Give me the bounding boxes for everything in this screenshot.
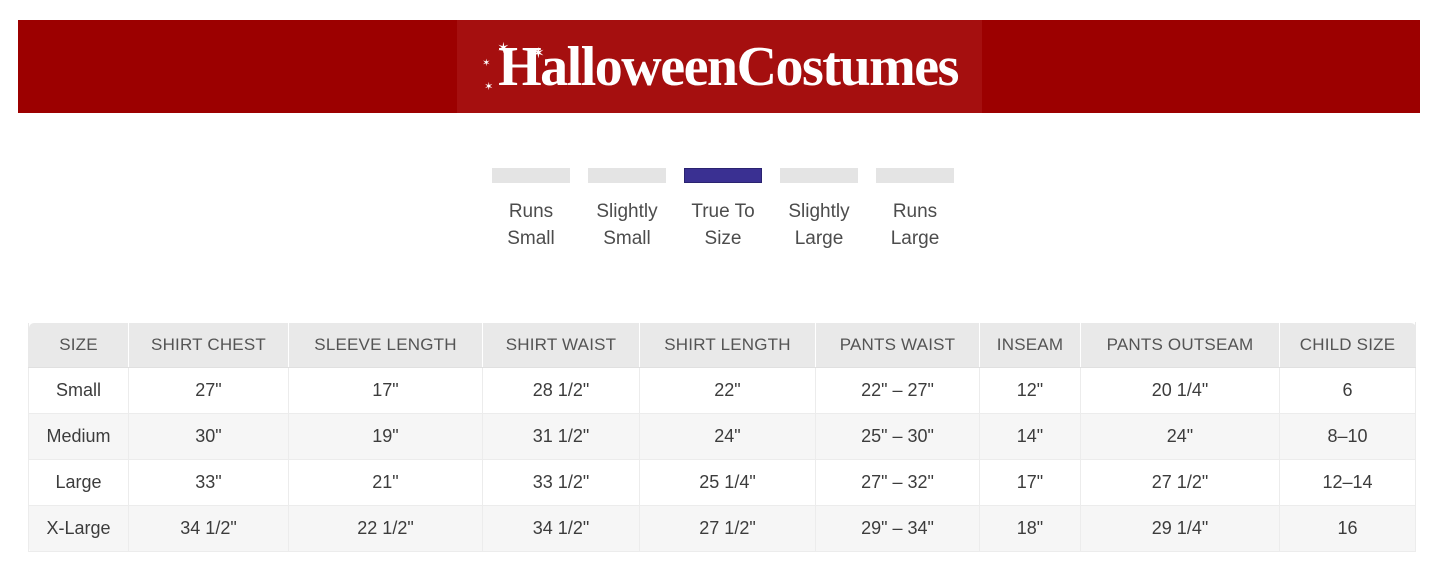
fit-scale-label: Runs Large: [890, 201, 940, 249]
fit-scale: Runs Small Slightly Small True To Size Slig…: [492, 168, 954, 252]
table-cell-shirt-waist: 31 1/2": [482, 413, 640, 460]
table-cell-pants-waist: 29" – 34": [815, 505, 980, 552]
fit-scale-label: Runs Small: [507, 201, 555, 249]
table-cell-sleeve-length: 19": [288, 413, 483, 460]
fit-scale-segment-3[interactable]: Slightly Large: [780, 168, 858, 252]
fit-scale-bar: [588, 168, 666, 183]
table-cell-pants-outseam: 24": [1080, 413, 1280, 460]
table-cell-shirt-length: 25 1/4": [639, 459, 816, 506]
table-column-header: SHIRT CHEST: [128, 322, 289, 368]
table-cell-shirt-length: 22": [639, 367, 816, 414]
table-cell-pants-waist: 27" – 32": [815, 459, 980, 506]
table-cell-inseam: 14": [979, 413, 1081, 460]
fit-scale-bar: [684, 168, 762, 183]
brand-logo: ✶ ✶ ✶ ✶ HalloweenCostumes: [480, 35, 959, 98]
table-column-header: SHIRT LENGTH: [639, 322, 816, 368]
table-cell-pants-outseam: 27 1/2": [1080, 459, 1280, 506]
table-cell-shirt-chest: 33": [128, 459, 289, 506]
table-cell-child-size: 8–10: [1279, 413, 1416, 460]
table-cell-inseam: 18": [979, 505, 1081, 552]
fit-scale-segment-4[interactable]: Runs Large: [876, 168, 954, 252]
table-body: Small 27" 17" 28 1/2" 22" 22" – 27" 12" 20 1/4"…: [28, 367, 1416, 552]
table-cell-shirt-length: 27 1/2": [639, 505, 816, 552]
fit-scale-label: Slightly Large: [788, 201, 850, 249]
table-cell-child-size: 12–14: [1279, 459, 1416, 506]
table-cell-size: X-Large: [28, 505, 129, 552]
table-cell-sleeve-length: 17": [288, 367, 483, 414]
brand-banner: ✶ ✶ ✶ ✶ HalloweenCostumes: [18, 20, 1420, 113]
table-cell-size: Large: [28, 459, 129, 506]
table-cell-shirt-waist: 34 1/2": [482, 505, 640, 552]
table-header-row: SIZE SHIRT CHEST SLEEVE LENGTH SHIRT WAIST S…: [28, 322, 1416, 368]
size-chart-table: SIZE SHIRT CHEST SLEEVE LENGTH SHIRT WAIST S…: [28, 322, 1416, 552]
table-cell-inseam: 17": [979, 459, 1081, 506]
table-header: SIZE SHIRT CHEST SLEEVE LENGTH SHIRT WAIST S…: [28, 322, 1416, 368]
star-decoration-icon: ✶: [484, 79, 494, 93]
table-row: X-Large 34 1/2" 22 1/2" 34 1/2" 27 1/2" 29" –…: [28, 505, 1416, 552]
brand-logo-text: HalloweenCostumes: [498, 35, 959, 98]
fit-scale-bar: [876, 168, 954, 183]
star-decoration-icon: ✶: [482, 57, 491, 69]
table-column-header: INSEAM: [979, 322, 1081, 368]
table-cell-shirt-chest: 27": [128, 367, 289, 414]
table-cell-shirt-chest: 30": [128, 413, 289, 460]
table-cell-size: Small: [28, 367, 129, 414]
table-cell-shirt-waist: 28 1/2": [482, 367, 640, 414]
table-column-header: SHIRT WAIST: [482, 322, 640, 368]
table-cell-shirt-waist: 33 1/2": [482, 459, 640, 506]
brand-banner-inner: ✶ ✶ ✶ ✶ HalloweenCostumes: [456, 20, 982, 113]
table-column-header: SIZE: [28, 322, 129, 368]
size-chart-table-wrap: SIZE SHIRT CHEST SLEEVE LENGTH SHIRT WAIST S…: [28, 322, 1416, 552]
table-cell-shirt-chest: 34 1/2": [128, 505, 289, 552]
table-row: Large 33" 21" 33 1/2" 25 1/4" 27" – 32" 17" 27 …: [28, 459, 1416, 506]
fit-scale-label: True To Size: [691, 201, 755, 249]
table-cell-inseam: 12": [979, 367, 1081, 414]
table-row: Small 27" 17" 28 1/2" 22" 22" – 27" 12" 20 1/4"…: [28, 367, 1416, 414]
table-column-header: SLEEVE LENGTH: [288, 322, 483, 368]
table-cell-pants-outseam: 29 1/4": [1080, 505, 1280, 552]
fit-scale-bar: [780, 168, 858, 183]
table-column-header: PANTS OUTSEAM: [1080, 322, 1280, 368]
table-column-header: CHILD SIZE: [1279, 322, 1416, 368]
table-cell-pants-outseam: 20 1/4": [1080, 367, 1280, 414]
table-cell-pants-waist: 25" – 30": [815, 413, 980, 460]
table-cell-sleeve-length: 21": [288, 459, 483, 506]
table-cell-sleeve-length: 22 1/2": [288, 505, 483, 552]
table-cell-pants-waist: 22" – 27": [815, 367, 980, 414]
fit-scale-segment-0[interactable]: Runs Small: [492, 168, 570, 252]
fit-scale-bar: [492, 168, 570, 183]
fit-scale-label: Slightly Small: [596, 201, 658, 249]
table-cell-child-size: 16: [1279, 505, 1416, 552]
table-cell-child-size: 6: [1279, 367, 1416, 414]
fit-scale-segment-2[interactable]: True To Size: [684, 168, 762, 252]
table-cell-shirt-length: 24": [639, 413, 816, 460]
table-cell-size: Medium: [28, 413, 129, 460]
table-row: Medium 30" 19" 31 1/2" 24" 25" – 30" 14" 24" 8–1…: [28, 413, 1416, 460]
table-column-header: PANTS WAIST: [815, 322, 980, 368]
fit-scale-segment-1[interactable]: Slightly Small: [588, 168, 666, 252]
